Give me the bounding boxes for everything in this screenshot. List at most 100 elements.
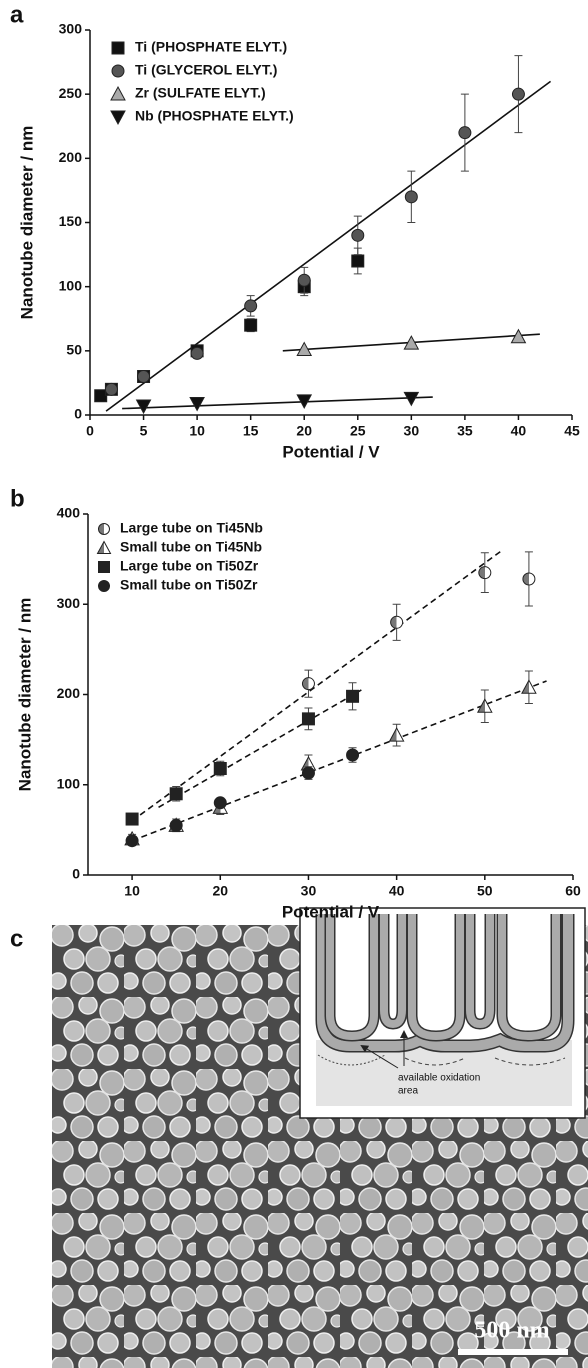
x-tick-label: 25	[350, 423, 366, 439]
y-tick-label: 400	[57, 505, 81, 521]
data-point	[169, 787, 183, 801]
data-point	[244, 299, 258, 313]
x-tick-label: 20	[296, 423, 312, 439]
x-tick-label: 10	[124, 883, 140, 899]
y-tick-label: 300	[59, 21, 83, 37]
panel-c: c available oxidation area 500 nm	[10, 907, 588, 1368]
x-tick-label: 15	[243, 423, 259, 439]
fit-line	[131, 549, 503, 822]
legend-marker	[111, 41, 125, 55]
data-point	[169, 818, 183, 832]
data-point	[521, 679, 537, 694]
data-point	[458, 126, 472, 140]
legend-label: Small tube on Ti50Zr	[120, 577, 258, 593]
x-tick-label: 40	[389, 883, 405, 899]
tubes	[315, 914, 575, 1066]
inset-text: area	[398, 1086, 418, 1097]
data-point	[301, 712, 315, 726]
data-point	[346, 748, 360, 762]
data-point	[511, 87, 525, 101]
panel-label: b	[10, 485, 25, 512]
data-point	[301, 766, 315, 780]
x-tick-label: 35	[457, 423, 473, 439]
data-point	[403, 335, 420, 350]
legend-label: Large tube on Ti50Zr	[120, 558, 259, 574]
legend-label: Ti (GLYCEROL ELYT.)	[135, 62, 277, 78]
y-tick-label: 150	[59, 213, 83, 229]
data-point	[522, 572, 536, 586]
legend-marker	[96, 540, 112, 554]
data-point	[189, 396, 205, 412]
data-point	[510, 328, 527, 344]
legend-label: Nb (PHOSPHATE ELYT.)	[135, 108, 294, 124]
legend-marker	[110, 110, 126, 126]
fit-line	[105, 80, 552, 412]
data-point	[135, 399, 152, 415]
data-point	[404, 190, 418, 204]
legend-marker	[111, 64, 125, 78]
legend-label: Zr (SULFATE ELYT.)	[135, 85, 266, 101]
data-point	[137, 370, 151, 383]
data-point	[104, 382, 118, 396]
data-point	[390, 615, 404, 629]
data-point	[478, 566, 492, 580]
panel-label: c	[10, 925, 23, 952]
x-tick-label: 50	[477, 883, 493, 899]
fit-line	[122, 396, 433, 410]
legend-marker	[98, 580, 110, 592]
data-point	[213, 762, 227, 776]
data-point	[476, 698, 493, 713]
fit-line	[131, 680, 547, 842]
x-axis-label: Potential / V	[282, 442, 380, 461]
scale-bar	[458, 1349, 568, 1355]
x-tick-label: 60	[565, 883, 581, 899]
x-tick-label: 45	[564, 423, 580, 439]
data-point	[125, 812, 139, 826]
inset-text: available oxidation	[398, 1073, 480, 1084]
x-tick-label: 30	[404, 423, 420, 439]
x-tick-label: 0	[86, 423, 94, 439]
data-point	[94, 389, 108, 403]
fit-line	[158, 689, 362, 809]
legend-label: Ti (PHOSPHATE ELYT.)	[135, 39, 287, 55]
y-tick-label: 100	[59, 277, 83, 293]
legend-marker	[110, 85, 126, 101]
y-tick-label: 200	[57, 685, 81, 701]
legend-label: Small tube on Ti45Nb	[120, 539, 262, 555]
data-point	[351, 254, 365, 268]
y-axis-label: Nanotube diameter / nm	[15, 598, 34, 792]
legend-marker	[98, 561, 110, 573]
x-tick-label: 40	[511, 423, 527, 439]
data-point	[297, 273, 311, 287]
x-axis-label: Potential / V	[282, 902, 380, 921]
y-tick-label: 100	[57, 775, 81, 791]
x-tick-label: 5	[140, 423, 148, 439]
x-tick-label: 20	[212, 883, 228, 899]
y-tick-label: 0	[74, 406, 82, 422]
data-point	[296, 394, 313, 409]
data-point	[213, 796, 227, 810]
data-point	[351, 228, 365, 242]
y-tick-label: 250	[59, 85, 83, 101]
data-point	[346, 689, 360, 703]
x-tick-label: 10	[189, 423, 205, 439]
data-point	[190, 346, 204, 360]
data-point	[125, 834, 139, 848]
y-axis-label: Nanotube diameter / nm	[17, 126, 36, 320]
y-tick-label: 200	[59, 149, 83, 165]
data-point	[296, 341, 313, 357]
data-point	[388, 727, 405, 742]
y-tick-label: 50	[66, 342, 82, 358]
x-tick-label: 30	[301, 883, 317, 899]
data-point	[244, 318, 258, 332]
arrow	[360, 1044, 399, 1069]
panel-label: a	[10, 1, 24, 28]
data-point	[301, 677, 315, 691]
scale-bar-label: 500 nm	[474, 1318, 549, 1344]
legend-marker	[98, 523, 110, 535]
data-point	[403, 391, 420, 407]
legend-label: Large tube on Ti45Nb	[120, 520, 263, 536]
y-tick-label: 0	[72, 866, 80, 882]
